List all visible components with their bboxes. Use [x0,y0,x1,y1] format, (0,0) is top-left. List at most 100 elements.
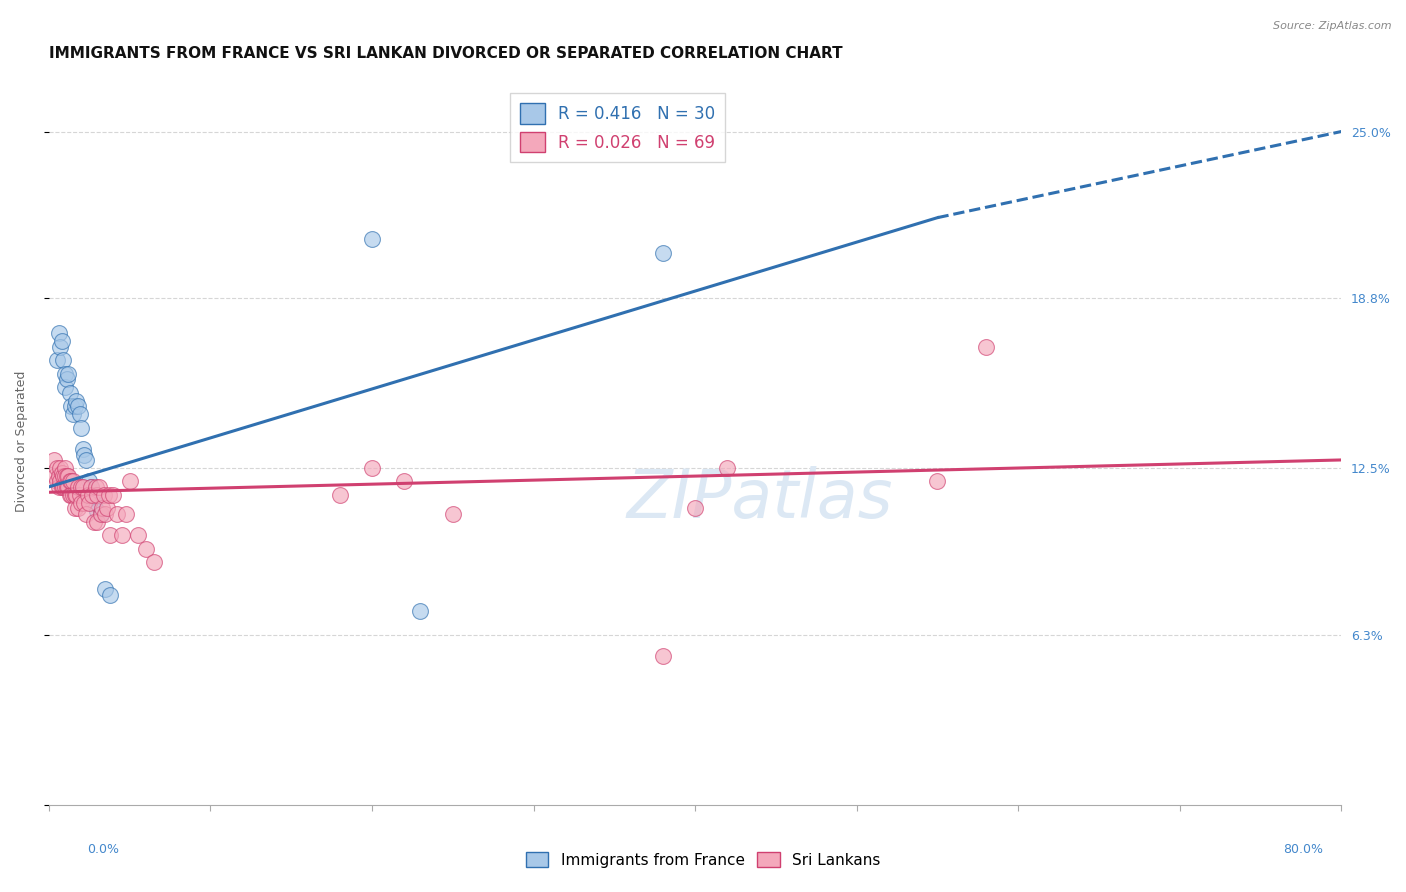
Sri Lankans [59,488,82,502]
Sri Lankans [91,501,114,516]
Sri Lankans [48,469,70,483]
Sri Lankans [683,501,706,516]
Sri Lankans [98,528,121,542]
Sri Lankans [76,488,98,502]
Immigrants from France [70,420,93,434]
Sri Lankans [83,515,105,529]
Immigrants from France [69,407,91,421]
Sri Lankans [55,469,77,483]
Sri Lankans [66,501,89,516]
Text: 0.0%: 0.0% [87,843,118,855]
Y-axis label: Divorced or Separated: Divorced or Separated [15,370,28,512]
Sri Lankans [90,507,112,521]
Sri Lankans [55,480,77,494]
Sri Lankans [45,461,67,475]
Sri Lankans [44,469,66,483]
Sri Lankans [103,488,125,502]
Sri Lankans [361,461,384,475]
Sri Lankans [52,480,75,494]
Sri Lankans [58,480,80,494]
Sri Lankans [53,469,76,483]
Immigrants from France [62,407,84,421]
Sri Lankans [93,488,115,502]
Sri Lankans [62,475,84,489]
Legend: R = 0.416   N = 30, R = 0.026   N = 69: R = 0.416 N = 30, R = 0.026 N = 69 [510,94,725,162]
Sri Lankans [73,496,96,510]
Sri Lankans [48,480,70,494]
Sri Lankans [65,488,87,502]
Sri Lankans [86,515,108,529]
Immigrants from France [75,453,97,467]
Immigrants from France [63,399,86,413]
Sri Lankans [82,488,104,502]
Sri Lankans [52,469,75,483]
Legend: Immigrants from France, Sri Lankans: Immigrants from France, Sri Lankans [519,846,887,873]
Sri Lankans [59,475,82,489]
Sri Lankans [96,501,118,516]
Immigrants from France [77,475,100,489]
Sri Lankans [974,340,997,354]
Sri Lankans [70,480,93,494]
Sri Lankans [115,507,138,521]
Immigrants from France [45,353,67,368]
Sri Lankans [329,488,352,502]
Immigrants from France [73,448,96,462]
Immigrants from France [94,582,117,597]
Sri Lankans [72,480,94,494]
Sri Lankans [51,467,73,481]
Immigrants from France [651,245,673,260]
Sri Lankans [135,541,157,556]
Sri Lankans [60,475,83,489]
Sri Lankans [105,507,128,521]
Immigrants from France [90,507,112,521]
Immigrants from France [80,480,103,494]
Sri Lankans [394,475,416,489]
Sri Lankans [97,488,120,502]
Sri Lankans [49,475,72,489]
Immigrants from France [83,496,105,510]
Sri Lankans [51,480,73,494]
Sri Lankans [45,475,67,489]
Immigrants from France [59,385,82,400]
Sri Lankans [53,461,76,475]
Sri Lankans [53,480,76,494]
Sri Lankans [63,488,86,502]
Immigrants from France [361,232,384,246]
Text: IMMIGRANTS FROM FRANCE VS SRI LANKAN DIVORCED OR SEPARATED CORRELATION CHART: IMMIGRANTS FROM FRANCE VS SRI LANKAN DIV… [49,46,842,62]
Immigrants from France [52,353,75,368]
Sri Lankans [42,453,65,467]
Sri Lankans [62,488,84,502]
Sri Lankans [441,507,464,521]
Sri Lankans [86,488,108,502]
Sri Lankans [118,475,141,489]
Sri Lankans [94,507,117,521]
Sri Lankans [77,496,100,510]
Immigrants from France [60,399,83,413]
Sri Lankans [142,555,165,569]
Sri Lankans [651,649,673,664]
Sri Lankans [927,475,949,489]
Immigrants from France [65,393,87,408]
Immigrants from France [58,367,80,381]
Text: ZIPatlas: ZIPatlas [627,467,893,533]
Immigrants from France [409,604,432,618]
Sri Lankans [127,528,149,542]
Immigrants from France [53,367,76,381]
Sri Lankans [63,501,86,516]
Immigrants from France [48,326,70,341]
Sri Lankans [110,528,132,542]
Sri Lankans [49,461,72,475]
Immigrants from France [53,380,76,394]
Immigrants from France [66,399,89,413]
Sri Lankans [87,480,110,494]
Immigrants from France [49,340,72,354]
Immigrants from France [86,504,108,518]
Text: 80.0%: 80.0% [1284,843,1323,855]
Sri Lankans [716,461,738,475]
Text: Source: ZipAtlas.com: Source: ZipAtlas.com [1274,21,1392,30]
Immigrants from France [51,334,73,349]
Sri Lankans [70,496,93,510]
Sri Lankans [58,469,80,483]
Immigrants from France [72,442,94,457]
Sri Lankans [80,480,103,494]
